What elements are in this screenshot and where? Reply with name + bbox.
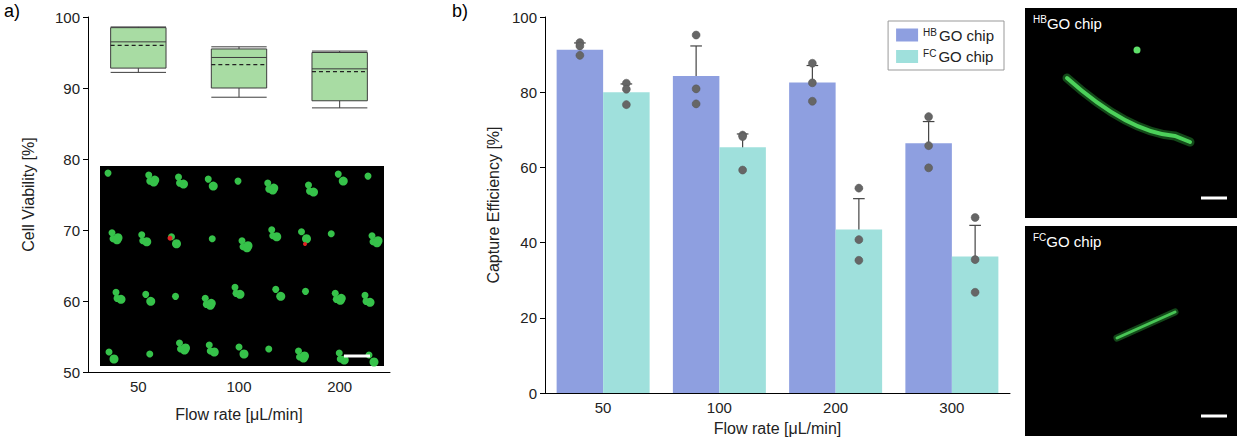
svg-text:60: 60 bbox=[63, 293, 80, 310]
svg-text:a): a) bbox=[4, 1, 20, 21]
svg-text:FC: FC bbox=[923, 48, 936, 59]
svg-text:200: 200 bbox=[327, 378, 352, 395]
html-text:FCGO chip: FCGO chip bbox=[1033, 232, 1102, 250]
svg-text:Cell Viability [%]: Cell Viability [%] bbox=[20, 137, 37, 251]
svg-text:300: 300 bbox=[939, 399, 964, 416]
svg-text:50: 50 bbox=[595, 399, 612, 416]
svg-text:100: 100 bbox=[707, 399, 732, 416]
svg-text:100: 100 bbox=[226, 378, 251, 395]
svg-text:Flow rate [μL/min]: Flow rate [μL/min] bbox=[175, 406, 302, 423]
svg-text:GO chip: GO chip bbox=[938, 48, 993, 65]
svg-text:80: 80 bbox=[63, 151, 80, 168]
html-text:HBGO chip: HBGO chip bbox=[1033, 14, 1102, 32]
svg-text:50: 50 bbox=[63, 364, 80, 381]
svg-text:60: 60 bbox=[520, 159, 537, 176]
svg-text:GO chip: GO chip bbox=[939, 27, 994, 44]
svg-text:70: 70 bbox=[63, 222, 80, 239]
svg-text:Capture Efficiency [%]: Capture Efficiency [%] bbox=[485, 126, 502, 283]
svg-text:80: 80 bbox=[520, 84, 537, 101]
svg-text:Flow rate [μL/min]: Flow rate [μL/min] bbox=[714, 420, 841, 437]
svg-text:b): b) bbox=[452, 1, 468, 21]
svg-text:50: 50 bbox=[130, 378, 147, 395]
svg-text:20: 20 bbox=[520, 309, 537, 326]
svg-text:40: 40 bbox=[520, 234, 537, 251]
svg-text:200: 200 bbox=[823, 399, 848, 416]
svg-text:0: 0 bbox=[529, 385, 537, 402]
svg-text:100: 100 bbox=[55, 9, 80, 26]
svg-text:HB: HB bbox=[923, 27, 937, 38]
svg-text:90: 90 bbox=[63, 80, 80, 97]
svg-text:100: 100 bbox=[512, 9, 537, 26]
